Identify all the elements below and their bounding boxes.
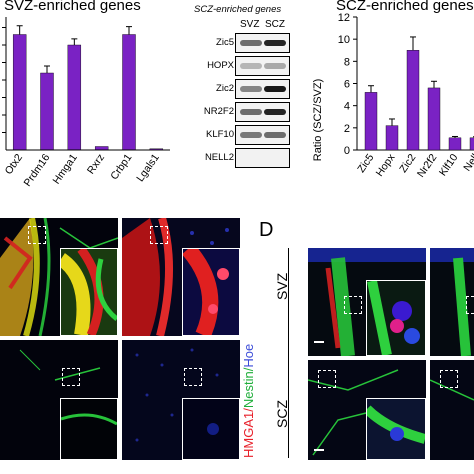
right-chart-ylabel: Ratio (SCZ/SVZ)	[312, 79, 324, 162]
stain-sep-2: /	[241, 367, 256, 372]
micrograph-scz-hmga1	[122, 340, 240, 460]
right-chart-x-tick-label: Klf10	[437, 152, 461, 179]
left-chart-bar	[122, 34, 136, 151]
blot-band-svz	[240, 132, 262, 138]
right-chart-y-tick-label: 6	[344, 79, 350, 91]
left-chart-x-tick-label: Prdm16	[22, 152, 53, 189]
right-chart-y-tick-label: 10	[338, 34, 350, 46]
left-chart-x-tick-label: Crbp1	[108, 152, 134, 182]
right-chart-y-tick-label: 0	[344, 145, 350, 157]
right-chart-y-tick-label: 4	[344, 101, 350, 113]
micrograph-svz-merge	[0, 218, 118, 336]
blot-band-scz	[264, 86, 286, 92]
left-chart-bar	[12, 34, 27, 151]
micrograph-d-scz	[308, 360, 426, 460]
panel-d-divider	[288, 248, 289, 458]
blot-row-label: NR2F2	[203, 106, 234, 117]
blot-band-scz	[264, 132, 286, 138]
right-chart-x-tick-label: Nell	[461, 152, 474, 174]
stain-nestin: Nestin	[241, 371, 256, 409]
right-chart-bar	[364, 92, 378, 151]
blot-row-label: NELL2	[204, 152, 234, 163]
left-chart-x-tick-label: Lgals1	[134, 152, 162, 184]
left-chart-title: SVZ-enriched genes	[4, 0, 141, 14]
right-chart-bar	[385, 125, 399, 151]
row-label-scz: SCZ	[274, 400, 290, 428]
blot-band-scz	[264, 40, 286, 46]
right-chart-bar	[448, 137, 462, 151]
blot-row	[235, 125, 290, 145]
right-chart-bar	[469, 137, 474, 151]
row-label-svz: SVZ	[274, 272, 290, 300]
blot-band-svz	[240, 40, 262, 46]
right-chart-y-tick-label: 12	[338, 12, 350, 24]
blot-row	[235, 56, 290, 76]
right-chart-bar	[406, 50, 420, 151]
blot-band-scz	[264, 63, 286, 69]
blot-col-scz: SCZ	[265, 19, 285, 30]
panel-d-letter: D	[259, 219, 274, 241]
stain-sep-1: /	[241, 408, 256, 412]
stain-hoe: Hoe	[241, 343, 256, 368]
right-chart-x-tick-label: Nr2f2	[415, 152, 440, 180]
stain-hmga1: HMGA1	[241, 411, 256, 458]
left-chart-bar	[67, 44, 82, 151]
right-chart-x-tick-label: Hopx	[374, 151, 398, 179]
left-chart-x-tick-label: Otx2	[3, 152, 26, 177]
right-chart-y-tick-label: 8	[344, 56, 350, 68]
blot-row-label: Zic5	[216, 37, 234, 48]
left-chart-bar	[40, 72, 54, 151]
micrograph-d-scz-2	[430, 360, 474, 460]
left-chart-x-tick-label: Hmga1	[51, 152, 80, 187]
right-chart-y-tick-label: 2	[344, 123, 350, 135]
blot-row	[235, 148, 290, 168]
blot-row	[235, 33, 290, 53]
panel-d-stain-label: HMGA1/Nestin/Hoe	[241, 344, 256, 458]
left-chart-x-tick-label: Rxrz	[85, 152, 107, 177]
micrograph-scz-merge	[0, 340, 118, 460]
micrograph-d-svz-2	[430, 248, 474, 356]
blot-col-svz: SVZ	[240, 19, 260, 30]
blot-row-label: Zic2	[216, 83, 234, 94]
micrograph-d-svz	[308, 248, 426, 356]
blot-row-label: KLF10	[206, 129, 234, 140]
right-chart-bar	[427, 87, 441, 151]
blot-band-svz	[240, 63, 262, 69]
blot-title: SCZ-enriched genes	[194, 4, 282, 15]
left-chart-bar	[94, 146, 109, 151]
blot-band-svz	[240, 109, 262, 115]
blot-row	[235, 102, 290, 122]
blot-row	[235, 79, 290, 99]
blot-band-scz	[264, 109, 286, 115]
blot-band-svz	[240, 86, 262, 92]
micrograph-svz-hmga1	[122, 218, 240, 336]
right-chart-title: SCZ-enriched genes	[336, 0, 474, 14]
blot-row-label: HOPX	[207, 60, 234, 71]
